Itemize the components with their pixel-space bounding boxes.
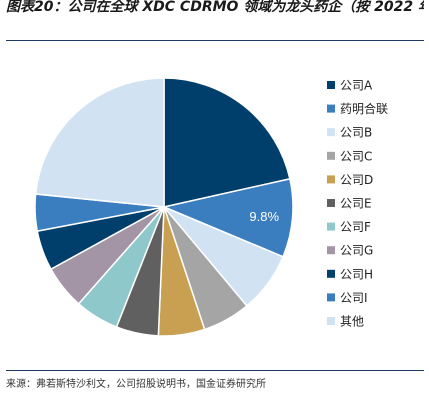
- figure-title: 图表20：公司在全球 XDC CDRMO 领域为龙头药企（按 2022 年收入计…: [6, 0, 424, 15]
- legend-swatch-公司F: [327, 222, 335, 231]
- legend-swatch-药明合联: [327, 104, 335, 113]
- legend-swatch-公司G: [327, 246, 335, 255]
- legend-swatch-公司C: [327, 151, 335, 160]
- source-note: 来源：弗若斯特沙利文，公司招股说明书，国金证券研究所: [6, 379, 266, 390]
- legend-label-药明合联: 药明合联: [340, 101, 388, 116]
- source-rule: [6, 370, 424, 371]
- legend-label-公司I: 公司I: [340, 291, 368, 305]
- pie-slices: [34, 77, 294, 337]
- legend-swatch-公司D: [327, 175, 335, 184]
- legend-label-公司B: 公司B: [340, 126, 372, 140]
- legend-label-公司D: 公司D: [340, 173, 373, 187]
- legend-label-公司H: 公司H: [340, 267, 373, 281]
- legend-label-公司C: 公司C: [340, 149, 372, 163]
- legend-swatch-公司I: [327, 293, 335, 302]
- legend-swatch-公司A: [327, 81, 335, 89]
- legend-swatch-公司E: [327, 199, 335, 207]
- legend-label-公司G: 公司G: [340, 244, 373, 258]
- legend-label-公司A: 公司A: [340, 79, 373, 93]
- pie-slice-药明合联: [161, 177, 294, 258]
- legend-swatch-公司B: [327, 128, 335, 137]
- legend-label-公司E: 公司E: [340, 197, 372, 211]
- pie-data-labels: 9.8%: [249, 209, 279, 224]
- title-rule: [6, 40, 424, 41]
- legend-label-公司F: 公司F: [340, 220, 371, 234]
- legend-swatch-其他: [327, 317, 335, 325]
- legend-label-其他: 其他: [340, 315, 364, 329]
- pie-slice-公司A: [163, 77, 291, 208]
- legend-swatch-公司H: [327, 269, 335, 278]
- pie-slice-其他: [34, 77, 165, 208]
- data-label-药明合联: 9.8%: [249, 209, 279, 224]
